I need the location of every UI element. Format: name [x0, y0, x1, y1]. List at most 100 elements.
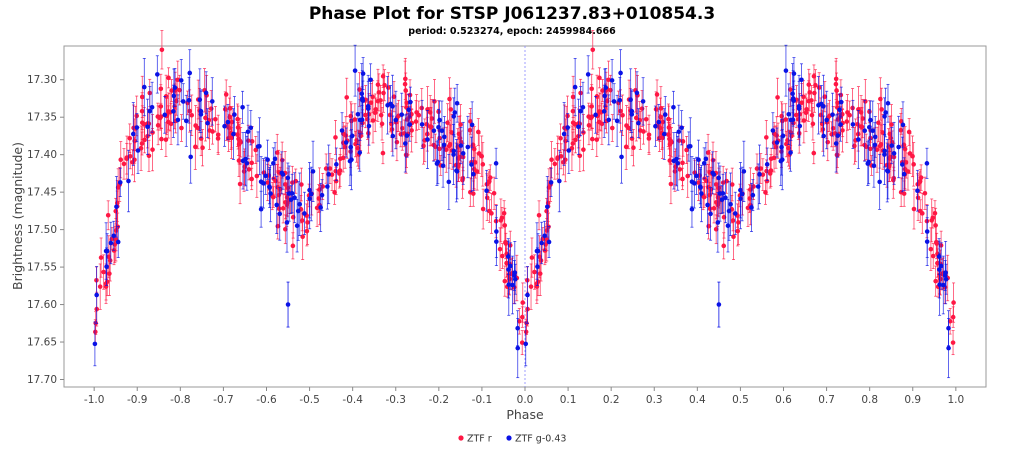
data-point [589, 104, 594, 109]
data-point [633, 115, 639, 121]
data-point [460, 151, 466, 156]
data-point [760, 172, 766, 177]
data-point [730, 218, 736, 223]
data-point [357, 150, 363, 155]
data-point [872, 142, 878, 148]
data-point [885, 100, 891, 106]
x-tick-label: -0.3 [385, 394, 406, 406]
data-point [493, 161, 499, 166]
data-point [265, 157, 270, 162]
data-point [736, 220, 741, 225]
data-point [535, 264, 540, 269]
data-point [484, 188, 489, 194]
data-point [359, 91, 365, 96]
data-point [629, 108, 635, 114]
data-point [108, 240, 114, 246]
data-point [487, 208, 492, 214]
data-point [806, 98, 811, 104]
data-point [705, 150, 711, 155]
data-point [147, 108, 153, 114]
data-point [608, 87, 613, 93]
data-point [708, 211, 713, 217]
data-point [602, 93, 607, 99]
x-tick-label: -0.9 [127, 394, 148, 406]
data-point [187, 70, 193, 76]
data-point [658, 106, 664, 111]
data-point [155, 123, 161, 128]
data-point [166, 75, 171, 81]
data-point [94, 292, 99, 298]
data-point [666, 116, 671, 122]
data-point [770, 128, 776, 133]
y-tick-label: 17.45 [27, 187, 57, 199]
data-point [791, 71, 797, 76]
data-point [381, 90, 386, 96]
data-point [520, 300, 526, 305]
data-point [711, 206, 717, 211]
data-point [936, 254, 942, 259]
data-point [223, 92, 229, 97]
data-point [626, 125, 632, 131]
data-point [222, 106, 228, 112]
x-tick-label: -0.1 [472, 394, 493, 406]
data-point [732, 211, 738, 216]
data-point [863, 99, 868, 104]
data-point [378, 112, 384, 118]
data-point [882, 114, 887, 119]
data-point [735, 228, 741, 234]
data-point [300, 234, 305, 240]
data-point [282, 182, 288, 187]
data-point [469, 122, 475, 128]
data-point [451, 148, 457, 154]
data-point [538, 258, 544, 263]
data-point [399, 112, 405, 117]
data-point [271, 160, 276, 166]
data-point [114, 204, 119, 210]
data-point [382, 82, 387, 88]
data-point [363, 112, 368, 118]
data-point [636, 120, 641, 126]
data-point [145, 124, 150, 130]
data-point [98, 255, 104, 260]
data-point [609, 125, 615, 131]
data-point [811, 150, 817, 156]
data-point [163, 137, 169, 142]
data-point [277, 211, 283, 217]
data-point [404, 133, 410, 138]
data-point [434, 161, 440, 166]
data-point [169, 88, 174, 93]
x-tick-label: -1.0 [84, 394, 105, 406]
data-point [719, 197, 725, 202]
data-point [334, 162, 339, 167]
data-point [314, 205, 320, 211]
data-point [515, 345, 521, 351]
data-point [723, 195, 728, 201]
data-point [830, 125, 836, 131]
data-point [452, 110, 458, 115]
data-point [891, 151, 897, 156]
data-point [600, 88, 605, 93]
data-point [508, 263, 513, 269]
data-point [830, 112, 835, 117]
data-point [868, 117, 873, 123]
data-point [370, 118, 376, 123]
data-point [416, 112, 422, 118]
data-point [838, 99, 844, 105]
data-point [329, 172, 335, 177]
x-tick-label: 0.7 [818, 394, 835, 406]
data-point [494, 229, 499, 234]
data-point [268, 191, 273, 196]
data-point [134, 125, 140, 130]
y-tick-label: 17.55 [27, 262, 57, 274]
data-point [589, 136, 595, 142]
data-point [871, 163, 877, 169]
data-point [263, 173, 268, 179]
data-point [469, 162, 474, 167]
data-point [640, 99, 646, 104]
data-point [135, 148, 141, 153]
data-point [580, 104, 586, 110]
data-point [590, 47, 596, 53]
data-point [343, 140, 349, 145]
data-point [187, 108, 192, 114]
data-point [835, 133, 841, 138]
